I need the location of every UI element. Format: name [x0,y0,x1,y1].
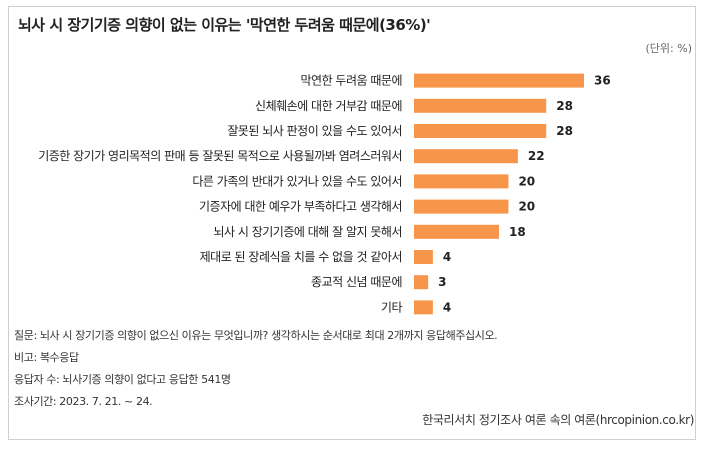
bar [414,275,429,290]
category-label: 뇌사 시 장기기증에 대해 잘 알지 못해서 [213,225,402,239]
remark-note: 비고: 복수응답 [14,351,79,364]
category-label: 기증한 장기가 영리목적의 판매 등 잘못된 목적으로 사용될까봐 염려스러워서 [38,149,402,163]
category-label: 잘못된 뇌사 판정이 있을 수도 있어서 [227,124,402,138]
value-label: 28 [556,124,573,138]
category-label: 다른 가족의 반대가 있거나 있을 수도 있어서 [192,174,402,188]
chart-title: 뇌사 시 장기기증 의향이 없는 이유는 '막연한 두려움 때문에(36%)' [18,16,431,34]
category-label: 제대로 된 장례식을 치를 수 없을 것 같아서 [200,250,402,264]
value-label: 3 [438,275,446,289]
category-label: 기타 [381,300,403,314]
unit-label: (단위: %) [645,42,692,55]
value-label: 22 [528,149,545,163]
bar [414,250,433,264]
category-label: 막연한 두려움 때문에 [301,74,403,88]
value-label: 36 [594,74,611,88]
category-label: 기증자에 대한 예우가 부족하다고 생각해서 [199,200,402,214]
value-label: 4 [443,250,451,264]
value-label: 20 [518,200,535,214]
bar [414,149,518,164]
bar [414,174,509,189]
source-credit: 한국리서치 정기조사 여론 속의 여론(hrcopinion.co.kr) [422,413,694,427]
value-label: 20 [518,174,535,188]
value-label: 4 [443,300,451,314]
bar [414,73,584,88]
bar [414,199,509,214]
bar [414,224,499,239]
bar [414,300,433,315]
notes-block: 질문: 뇌사 시 장기기증 의향이 없으신 이유는 무엇입니까? 생각하시는 순… [14,325,498,413]
bar [414,98,547,113]
bar [414,124,547,138]
respondents-note: 응답자 수: 뇌사기증 의향이 없다고 응답한 541명 [14,373,231,386]
survey-question: 질문: 뇌사 시 장기기증 의향이 없으신 이유는 무엇입니까? 생각하시는 순… [14,329,498,342]
value-label: 28 [556,99,573,113]
survey-period: 조사기간: 2023. 7. 21. ~ 24. [14,395,153,408]
value-label: 18 [509,225,526,239]
category-label: 신체훼손에 대한 거부감 때문에 [255,99,402,113]
category-label: 종교적 신념 때문에 [311,275,402,289]
